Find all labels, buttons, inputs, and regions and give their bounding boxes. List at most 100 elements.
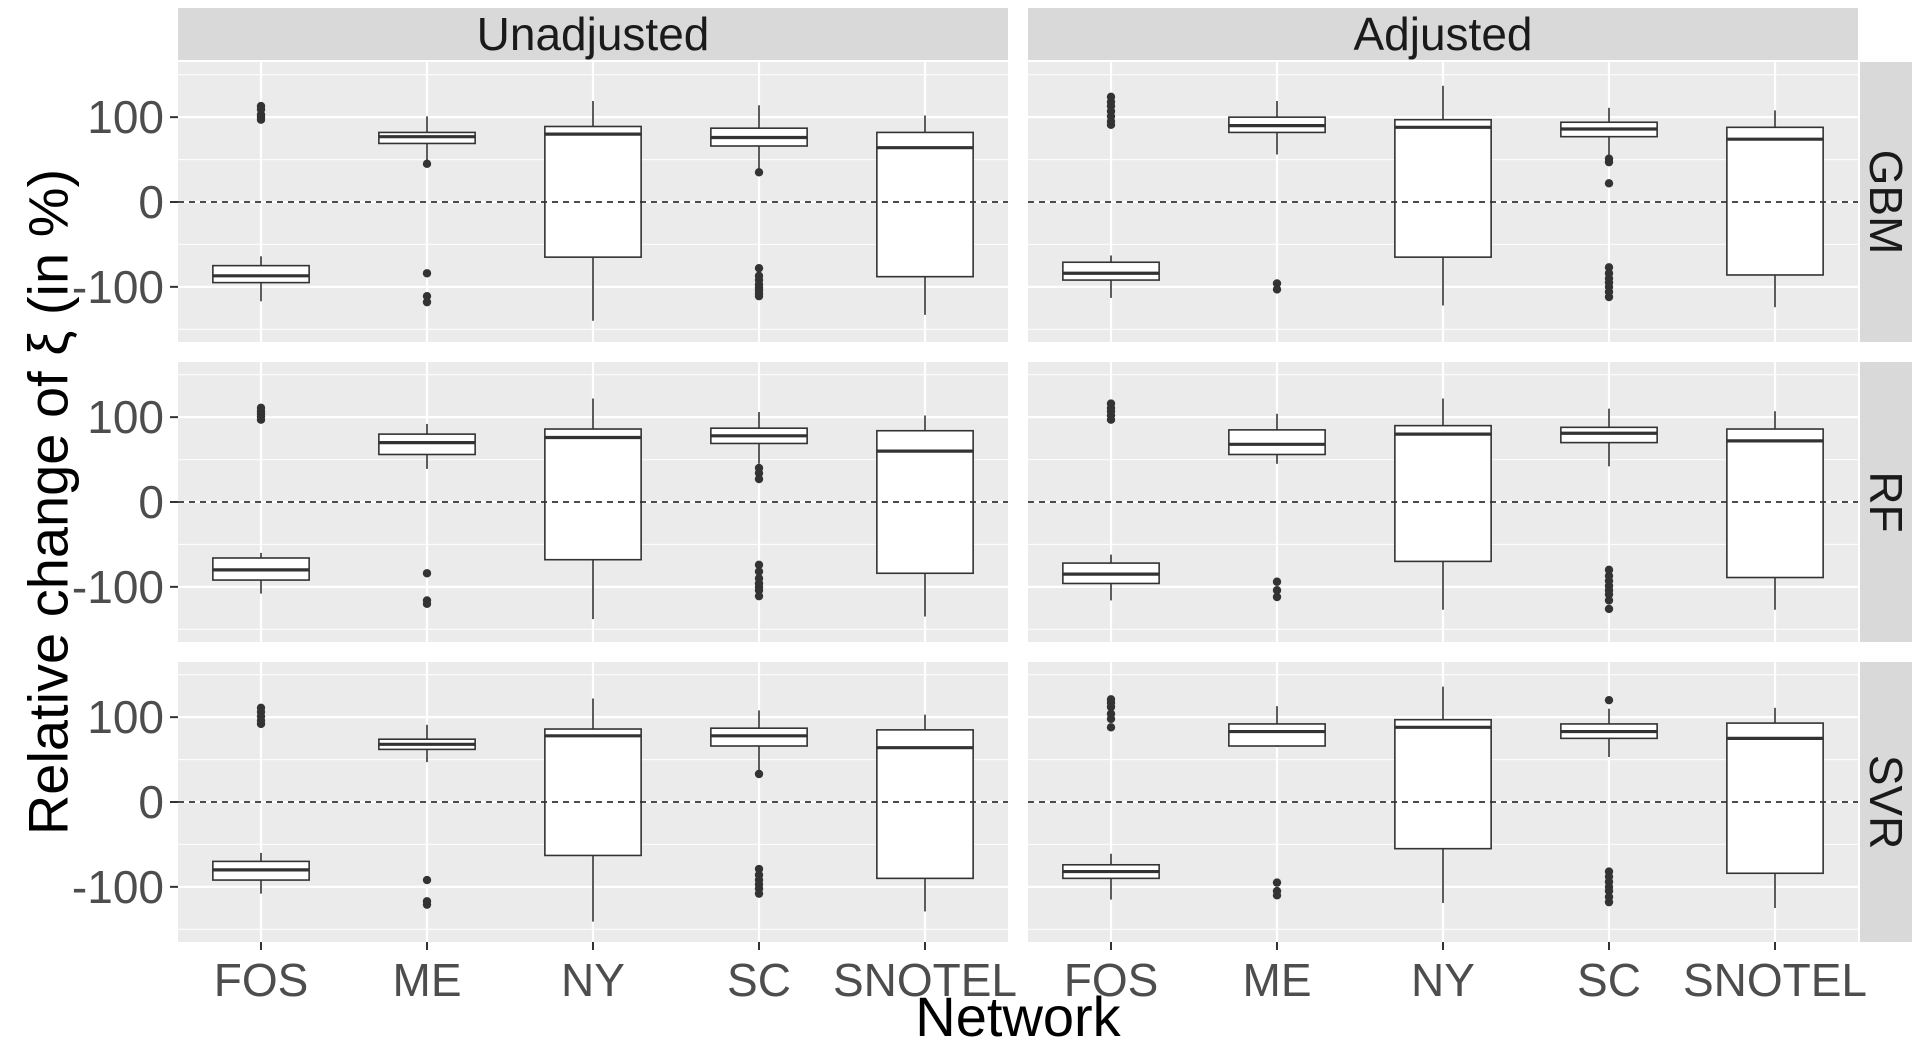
panel-svr-unadjusted-box-ny-iqr bbox=[544, 728, 642, 857]
panel-gbm-adjusted-box-snotel bbox=[1726, 110, 1824, 308]
panel-gbm-adjusted-box-me-outlier bbox=[1272, 279, 1282, 288]
y-tick-label: 0 bbox=[138, 176, 164, 228]
panel-rf-adjusted-box-me bbox=[1228, 413, 1326, 602]
panel-gbm-adjusted-box-ny bbox=[1394, 85, 1492, 306]
x-tick-label-sc: SC bbox=[1577, 954, 1641, 1006]
strip-adjusted-label: Adjusted bbox=[1353, 8, 1532, 60]
panel-rf-adjusted-box-sc bbox=[1560, 408, 1658, 614]
x-tick-label-sc: SC bbox=[727, 954, 791, 1006]
strip-unadjusted-label: Unadjusted bbox=[477, 8, 710, 60]
panel-rf-unadjusted-box-me-iqr bbox=[378, 433, 476, 456]
panel-gbm-unadjusted-box-me-outlier bbox=[422, 269, 432, 278]
panel-gbm-unadjusted-box-me-outlier bbox=[422, 297, 432, 307]
panel-rf-unadjusted-box-sc bbox=[710, 412, 808, 601]
panel-gbm-unadjusted-box-sc-outlier bbox=[754, 263, 764, 273]
panel-rf-adjusted-box-sc-outlier bbox=[1604, 590, 1614, 599]
panel-gbm-unadjusted-box-fos bbox=[212, 101, 310, 302]
strip-adjusted-bg bbox=[1028, 8, 1858, 60]
panel-rf-adjusted-box-fos-outlier bbox=[1106, 399, 1116, 408]
panel-gbm-adjusted-box-snotel-iqr bbox=[1726, 126, 1824, 276]
panel-svr-adjusted-box-me-outlier bbox=[1272, 891, 1282, 900]
panel-svr-unadjusted-box-sc-outlier bbox=[754, 864, 764, 874]
panel-rf-unadjusted-box-ny-iqr bbox=[544, 428, 642, 561]
panel-svr-adjusted bbox=[1028, 662, 1858, 942]
y-tick-label: 0 bbox=[138, 476, 164, 528]
x-tick-label-snotel: SNOTEL bbox=[833, 954, 1017, 1006]
y-tick-label: 0 bbox=[138, 776, 164, 828]
panel-gbm-adjusted-box-me bbox=[1228, 101, 1326, 294]
panel-gbm-unadjusted-box-me bbox=[378, 116, 476, 307]
panel-rf-adjusted-box-sc-outlier bbox=[1604, 604, 1614, 614]
x-tick-label-ny: NY bbox=[561, 954, 625, 1006]
panel-rf-unadjusted-box-fos-outlier bbox=[256, 403, 266, 413]
panel-svr-unadjusted-box-sc bbox=[710, 710, 808, 898]
panel-svr-unadjusted-box-fos bbox=[212, 703, 310, 894]
panel-gbm-unadjusted-box-sc bbox=[710, 105, 808, 301]
y-tick-label: -100 bbox=[72, 861, 164, 913]
panel-svr-unadjusted-box-ny bbox=[544, 698, 642, 922]
x-tick-label-me: ME bbox=[1243, 954, 1312, 1006]
panel-svr-adjusted-box-fos-outlier bbox=[1106, 723, 1116, 732]
panel-rf-unadjusted-box-snotel-iqr bbox=[876, 429, 974, 575]
panel-rf-unadjusted-box-me bbox=[378, 423, 476, 609]
panel-rf-adjusted-box-sc-iqr bbox=[1560, 426, 1658, 444]
panel-gbm-adjusted-box-fos bbox=[1062, 92, 1160, 298]
panel-rf-unadjusted-box-sc-outlier bbox=[754, 567, 764, 576]
panel-rf-adjusted-box-me-outlier bbox=[1272, 577, 1282, 586]
x-axis-title: Network bbox=[915, 985, 1121, 1048]
strip-unadjusted-bg bbox=[178, 8, 1008, 60]
y-tick-label: 100 bbox=[87, 391, 164, 443]
panel-rf-adjusted-box-me-outlier bbox=[1272, 586, 1282, 595]
panel-rf-adjusted-box-ny-iqr bbox=[1394, 424, 1492, 563]
panel-rf-adjusted-box-me-iqr bbox=[1228, 429, 1326, 456]
panel-gbm-adjusted-box-fos-outlier bbox=[1106, 92, 1116, 101]
panel-gbm-adjusted-box-sc-outlier bbox=[1604, 157, 1614, 167]
panel-svr-unadjusted-box-sc-outlier bbox=[754, 769, 764, 779]
strip-gbm-label: GBM bbox=[1860, 150, 1912, 255]
panel-gbm-unadjusted-box-fos-iqr bbox=[212, 264, 310, 284]
panel-svr-adjusted-box-me-iqr bbox=[1228, 723, 1326, 747]
panel-svr-unadjusted-box-snotel-iqr bbox=[876, 729, 974, 880]
panel-svr-adjusted-box-sc bbox=[1560, 695, 1658, 907]
panel-gbm-unadjusted-box-me-outlier bbox=[422, 291, 432, 301]
x-tick-label-fos: FOS bbox=[214, 954, 309, 1006]
strip-rf-bg bbox=[1860, 362, 1912, 642]
panel-svr-unadjusted-box-sc-outlier bbox=[754, 889, 764, 898]
panel-gbm-adjusted-box-me-outlier bbox=[1272, 285, 1282, 294]
panel-svr-adjusted-box-me-outlier bbox=[1272, 878, 1282, 887]
panel-svr-unadjusted-box-me bbox=[378, 724, 476, 909]
x-tick-label-ny: NY bbox=[1411, 954, 1475, 1006]
panel-svr-adjusted-box-fos bbox=[1062, 695, 1160, 900]
panel-rf-adjusted bbox=[1028, 362, 1858, 642]
panel-rf-unadjusted-box-fos bbox=[212, 403, 310, 594]
panel-svr-unadjusted-box-me-outlier bbox=[422, 875, 432, 885]
panel-rf-unadjusted-box-sc-outlier bbox=[754, 591, 764, 601]
strip-svr-bg bbox=[1860, 662, 1912, 942]
x-tick-label-fos: FOS bbox=[1064, 954, 1159, 1006]
panel-rf-adjusted-box-sc-outlier bbox=[1604, 565, 1614, 575]
panel-svr-adjusted-box-ny-iqr bbox=[1394, 718, 1492, 850]
panel-rf-unadjusted-box-sc-outlier bbox=[754, 586, 764, 595]
strip-svr-label: SVR bbox=[1860, 755, 1912, 850]
panel-rf-adjusted-box-ny bbox=[1394, 398, 1492, 610]
panel-rf-adjusted-box-snotel bbox=[1726, 411, 1824, 610]
panel-rf-unadjusted-box-ny bbox=[544, 398, 642, 620]
strip-rf-label: RF bbox=[1860, 471, 1912, 532]
y-tick-label: -100 bbox=[72, 561, 164, 613]
strip-gbm-bg bbox=[1860, 62, 1912, 342]
panel-rf-unadjusted-box-sc-outlier bbox=[754, 474, 764, 484]
panel-rf-adjusted-box-me-outlier bbox=[1272, 592, 1282, 602]
y-tick-label: 100 bbox=[87, 91, 164, 143]
panel-gbm-adjusted bbox=[1028, 62, 1858, 342]
panel-gbm-adjusted-box-sc-outlier bbox=[1604, 263, 1614, 272]
panel-svr-adjusted-box-snotel-iqr bbox=[1726, 722, 1824, 875]
panel-rf-unadjusted-box-me-outlier bbox=[422, 569, 432, 578]
panel-gbm-adjusted-box-sc-outlier bbox=[1604, 179, 1614, 188]
panel-rf-adjusted-box-sc-outlier bbox=[1604, 596, 1614, 605]
panel-gbm-unadjusted-box-sc-outlier bbox=[754, 291, 764, 301]
panel-gbm-unadjusted-box-snotel-iqr bbox=[876, 131, 974, 278]
panel-svr-unadjusted bbox=[178, 662, 1008, 942]
panel-gbm-unadjusted-box-ny-iqr bbox=[544, 125, 642, 258]
